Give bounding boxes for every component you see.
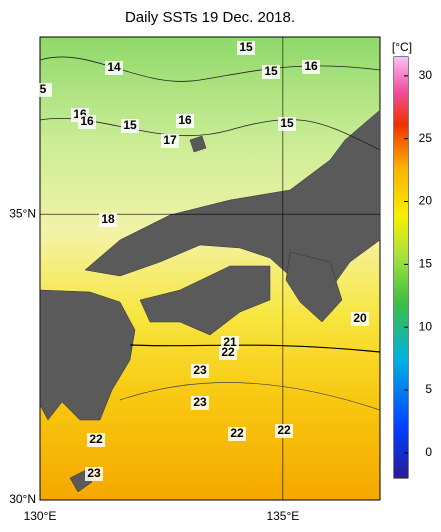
- contour-label: 22: [221, 345, 235, 359]
- contour-label: 22: [89, 432, 103, 446]
- contour-label: 22: [277, 423, 291, 437]
- colorbar-tick-label: 10: [419, 319, 433, 333]
- contour-label-bg: [34, 83, 52, 97]
- contour-label-bg: [302, 60, 320, 74]
- lon-tick-label: 130°E: [24, 509, 57, 523]
- contour-label-bg: [237, 41, 255, 55]
- contour-line: [119, 382, 381, 411]
- contour-label: 14: [107, 60, 121, 74]
- contour-label-bg: [191, 396, 209, 410]
- title: Daily SSTs 19 Dec. 2018.: [125, 9, 295, 26]
- contour-label: 23: [87, 466, 101, 480]
- contour-label-bg: [219, 346, 237, 360]
- contour-label: 15: [123, 118, 137, 132]
- contour-label: 23: [193, 395, 207, 409]
- contour-label-bg: [262, 65, 280, 79]
- contour-label-bg: [161, 134, 179, 148]
- colorbar-tick-label: 0: [425, 445, 432, 459]
- contour-label-bg: [78, 115, 96, 129]
- contour-label-bg: [191, 364, 209, 378]
- contour-label-bg: [99, 213, 117, 227]
- colorbar-tick-label: 20: [419, 194, 433, 208]
- contour-label: 16: [304, 59, 318, 73]
- contour-label-bg: [87, 433, 105, 447]
- contour-label-bg: [351, 312, 369, 326]
- contour-label: 15: [264, 64, 278, 78]
- contour-label-bg: [121, 119, 139, 133]
- contour-label: 18: [101, 212, 115, 226]
- contour-label: 15: [280, 116, 294, 130]
- contour-label: 21: [223, 335, 237, 349]
- colorbar-tick-label: 15: [419, 257, 433, 271]
- contour-label: 23: [193, 363, 207, 377]
- colorbar: [394, 57, 408, 478]
- contour-label-bg: [275, 424, 293, 438]
- land: [39, 109, 381, 493]
- contour-label: 5: [40, 82, 47, 96]
- colorbar-tick-label: 30: [419, 68, 433, 82]
- contour-label-bg: [105, 61, 123, 75]
- contour-label: 22: [230, 426, 244, 440]
- lon-tick-label: 135°E: [266, 509, 299, 523]
- contour-label: 20: [353, 311, 367, 325]
- contour-label-bg: [228, 427, 246, 441]
- colorbar-tick-label: 5: [425, 382, 432, 396]
- contour-label-bg: [278, 117, 296, 131]
- contour-label-bg: [176, 114, 194, 128]
- contour-label: 16: [178, 113, 192, 127]
- contour-label: 16: [80, 114, 94, 128]
- lat-tick-label: 35°N: [9, 206, 36, 220]
- contour-label: 15: [239, 40, 253, 54]
- colorbar-tick-label: 25: [419, 131, 433, 145]
- colorbar-label: [°C]: [392, 40, 412, 54]
- lat-tick-label: 30°N: [9, 492, 36, 506]
- contour-label-bg: [85, 467, 103, 481]
- contour-label: 17: [163, 133, 177, 147]
